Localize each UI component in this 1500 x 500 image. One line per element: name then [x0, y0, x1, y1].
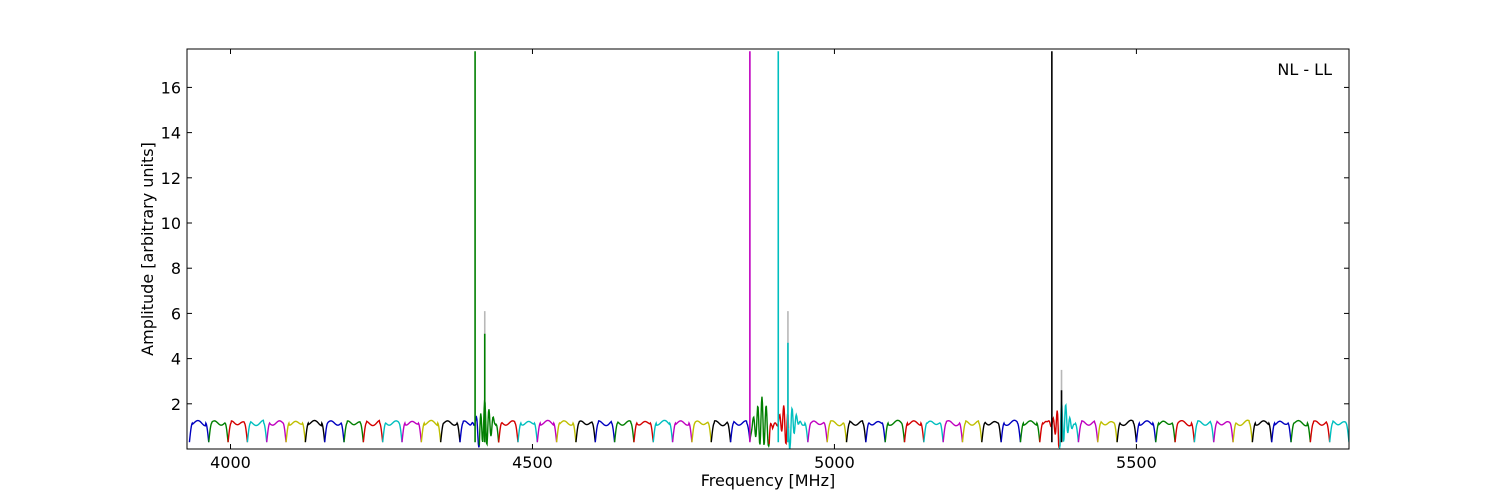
passband-series-9 — [362, 419, 384, 443]
passband-series-29 — [749, 396, 770, 448]
x-axis-label: Frequency [MHz] — [701, 471, 835, 490]
y-tick-label: 16 — [161, 78, 181, 97]
passband-series-36 — [884, 419, 906, 443]
x-tick-label: 5500 — [1116, 453, 1157, 472]
passband-series-16 — [497, 420, 519, 443]
passband-series-6 — [304, 419, 326, 443]
passband-series-58 — [1309, 420, 1331, 443]
passband-series-28 — [729, 420, 751, 443]
passband-series-56 — [1270, 420, 1292, 443]
passband-series-59 — [1328, 420, 1349, 443]
passband-series-52 — [1193, 420, 1215, 443]
passband-series-51 — [1174, 419, 1196, 443]
passband-series-40 — [961, 420, 983, 443]
passband-series-44 — [1039, 410, 1060, 448]
passband-series-18 — [536, 419, 558, 443]
axes: 4000 4500 5000 5500 2 4 6 8 10 12 14 16 — [161, 48, 1350, 472]
passband-series-54 — [1232, 419, 1254, 443]
passband-series-35 — [865, 420, 886, 443]
passband-series-34 — [845, 420, 867, 443]
passband-series-41 — [981, 420, 1002, 443]
passband-series-32 — [807, 420, 828, 443]
passband-series-39 — [942, 420, 964, 443]
passband-series-50 — [1155, 420, 1176, 443]
y-tick-label: 14 — [161, 124, 181, 143]
x-tick-label: 5000 — [814, 453, 855, 472]
passband-series-19 — [555, 420, 577, 443]
passband-series-47 — [1097, 420, 1118, 443]
passband-series-48 — [1116, 419, 1138, 443]
passband-series-42 — [1000, 419, 1022, 443]
passband-series-31 — [787, 406, 809, 449]
passband-series-55 — [1251, 420, 1273, 443]
passband-series-25 — [671, 420, 693, 443]
passband-series-17 — [517, 420, 538, 443]
y-tick-label: 8 — [171, 259, 181, 278]
y-tick-label: 4 — [171, 350, 181, 369]
passband-series-46 — [1077, 420, 1099, 443]
passband-series-33 — [826, 420, 848, 443]
passband-series-20 — [575, 420, 596, 443]
passband-series-38 — [923, 420, 944, 443]
passband-series-0 — [188, 419, 210, 443]
passband-series-43 — [1019, 420, 1041, 443]
passband-series-2 — [227, 420, 249, 443]
y-tick-label: 10 — [161, 214, 181, 233]
y-tick-label: 2 — [171, 395, 181, 414]
passband-series-57 — [1290, 419, 1312, 443]
passband-series-22 — [613, 420, 635, 443]
passband-series-13 — [439, 420, 461, 443]
passband-series-26 — [691, 420, 712, 443]
passband-series-24 — [652, 419, 674, 443]
passband-series-3 — [246, 419, 268, 443]
x-tick-label: 4000 — [210, 453, 251, 472]
passband-series-49 — [1135, 420, 1157, 443]
y-axis-label: Amplitude [arbitrary units] — [138, 142, 157, 356]
passband-series-27 — [710, 420, 732, 443]
passband-series-11 — [401, 420, 423, 443]
passband-series-15 — [478, 399, 500, 447]
passband-series-7 — [324, 420, 345, 443]
passband-series-53 — [1213, 420, 1234, 443]
passband-series-14 — [459, 415, 480, 448]
passband-series-23 — [633, 420, 654, 443]
passband-series-5 — [285, 420, 307, 443]
passband-series-21 — [594, 420, 616, 443]
passband-series-8 — [343, 420, 365, 443]
y-tick-label: 6 — [171, 304, 181, 323]
plot-area — [188, 51, 1349, 449]
x-tick-label: 4500 — [512, 453, 553, 472]
passband-series-10 — [381, 420, 403, 443]
passband-series-1 — [208, 420, 229, 443]
passband-series-12 — [420, 419, 442, 443]
passband-series-37 — [903, 420, 925, 443]
plot-frame — [186, 48, 1350, 450]
passband-series-45 — [1058, 401, 1080, 449]
chart-annotation: NL - LL — [1277, 60, 1332, 79]
y-tick-label: 12 — [161, 169, 181, 188]
passband-series-4 — [266, 420, 287, 443]
